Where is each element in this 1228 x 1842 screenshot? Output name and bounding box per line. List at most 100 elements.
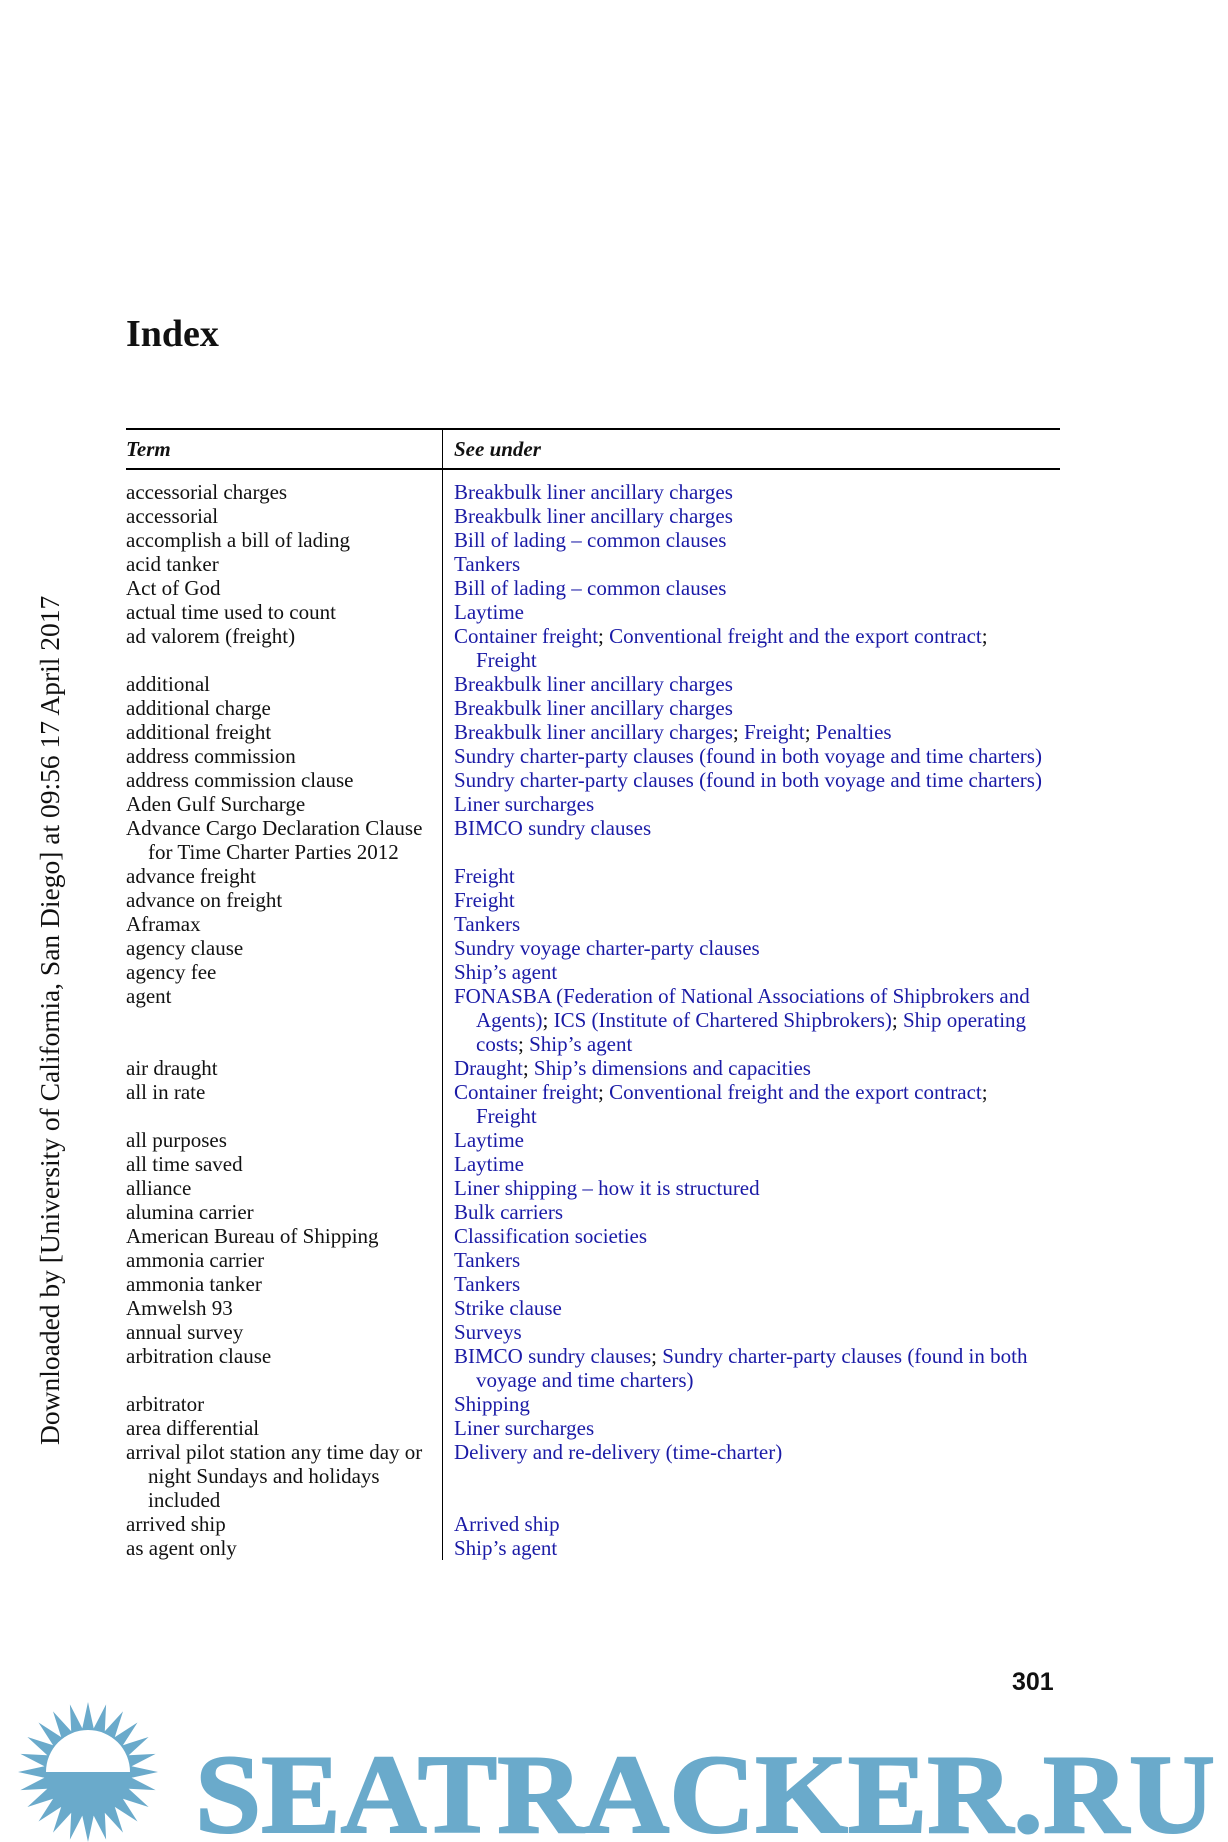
see-under-link[interactable]: Strike clause: [454, 1296, 562, 1320]
see-under-link[interactable]: Sundry charter-party clauses (found in b…: [476, 1344, 1028, 1392]
see-under-link[interactable]: Container freight: [454, 624, 599, 648]
see-under-link[interactable]: Ship’s agent: [529, 1032, 633, 1056]
see-under-link[interactable]: Laytime: [454, 600, 524, 624]
table-row: ammonia tanker Tankers: [126, 1272, 1060, 1296]
table-row: address commission Sundry charter-party c…: [126, 744, 1060, 768]
see-under-link[interactable]: Liner shipping – how it is structured: [454, 1176, 760, 1200]
see-under: Liner shipping – how it is structured: [443, 1176, 1060, 1200]
table-row: Act of God Bill of lading – common clause…: [126, 576, 1060, 600]
table-row: all purposes Laytime: [126, 1128, 1060, 1152]
see-under-link[interactable]: Classification societies: [454, 1224, 648, 1248]
sun-icon: [18, 1702, 158, 1842]
see-under-link[interactable]: Freight: [454, 864, 515, 888]
see-under-link[interactable]: FONASBA (Federation of National Associat…: [454, 984, 1030, 1032]
term: ammonia tanker: [126, 1272, 262, 1296]
see-under-link[interactable]: Liner surcharges: [454, 1416, 595, 1440]
term: agency fee: [126, 960, 217, 984]
table-row: alliance Liner shipping – how it is struc…: [126, 1176, 1060, 1200]
see-under: Arrived ship: [443, 1512, 1060, 1536]
table-row: Amwelsh 93 Strike clause: [126, 1296, 1060, 1320]
see-under-link[interactable]: BIMCO sundry clauses: [454, 816, 652, 840]
term: agent: [126, 984, 172, 1008]
table-body: accessorial charges Breakbulk liner ancil…: [126, 470, 1060, 1560]
see-under-link[interactable]: Freight: [744, 720, 805, 744]
see-under-link[interactable]: Ship’s dimensions and capacities: [533, 1056, 811, 1080]
see-under-link[interactable]: Tankers: [454, 552, 521, 576]
see-under-link[interactable]: Container freight: [454, 1080, 599, 1104]
page-title: Index: [126, 313, 219, 355]
see-under: Laytime: [443, 1152, 1060, 1176]
term: all purposes: [126, 1128, 227, 1152]
see-under-link[interactable]: Tankers: [454, 912, 521, 936]
term: all in rate: [126, 1080, 206, 1104]
see-under-link[interactable]: Freight: [476, 648, 537, 672]
term: accomplish a bill of lading: [126, 528, 350, 552]
see-under-link[interactable]: Shipping: [454, 1392, 530, 1416]
see-under-link[interactable]: Tankers: [454, 1248, 521, 1272]
see-under-link[interactable]: Breakbulk liner ancillary charges: [454, 696, 733, 720]
see-under-link[interactable]: Liner surcharges: [454, 792, 595, 816]
see-under-link[interactable]: Sundry charter-party clauses (found in b…: [454, 768, 1042, 792]
see-under-link[interactable]: ICS (Institute of Chartered Shipbrokers): [553, 1008, 892, 1032]
table-row: Aframax Tankers: [126, 912, 1060, 936]
see-under-link[interactable]: Breakbulk liner ancillary charges: [454, 720, 733, 744]
see-under-link[interactable]: Breakbulk liner ancillary charges: [454, 672, 733, 696]
table-row: air draught Draught; Ship’s dimensions an…: [126, 1056, 1060, 1080]
see-under: Ship’s agent: [443, 960, 1060, 984]
term: additional freight: [126, 720, 272, 744]
term: all time saved: [126, 1152, 243, 1176]
term: Aframax: [126, 912, 201, 936]
see-under-link[interactable]: Arrived ship: [454, 1512, 560, 1536]
see-under-link[interactable]: Bill of lading – common clauses: [454, 576, 727, 600]
table-row: arbitrator Shipping: [126, 1392, 1060, 1416]
see-under-link[interactable]: Conventional freight and the export cont…: [609, 1080, 982, 1104]
term: Act of God: [126, 576, 221, 600]
see-under-link[interactable]: Surveys: [454, 1320, 522, 1344]
see-under-link[interactable]: Penalties: [815, 720, 892, 744]
see-under: Tankers: [443, 1248, 1060, 1272]
see-under-link[interactable]: Sundry voyage charter-party clauses: [454, 936, 760, 960]
see-under-link[interactable]: Laytime: [454, 1152, 524, 1176]
see-under-link[interactable]: BIMCO sundry clauses: [454, 1344, 652, 1368]
term: additional charge: [126, 696, 271, 720]
see-under: Laytime: [443, 600, 1060, 624]
see-under: Shipping: [443, 1392, 1060, 1416]
term: annual survey: [126, 1320, 244, 1344]
see-under: Container freight; Conventional freight …: [454, 624, 988, 672]
see-under-link[interactable]: Bulk carriers: [454, 1200, 564, 1224]
header-see-under: See under: [454, 436, 541, 461]
table-row: Advance Cargo Declaration Clause for Tim…: [126, 816, 1060, 864]
see-under-link[interactable]: Ship’s agent: [454, 1536, 558, 1560]
see-under-link[interactable]: Breakbulk liner ancillary charges: [454, 480, 733, 504]
table-row: arbitration clause BIMCO sundry clauses; …: [126, 1344, 1060, 1392]
see-under: Breakbulk liner ancillary charges: [443, 672, 1060, 696]
see-under: BIMCO sundry clauses; Sundry charter-par…: [454, 1344, 1028, 1392]
see-under-link[interactable]: Bill of lading – common clauses: [454, 528, 727, 552]
term: actual time used to count: [126, 600, 336, 624]
term: arbitrator: [126, 1392, 205, 1416]
see-under-link[interactable]: Tankers: [454, 1272, 521, 1296]
see-under: Freight: [443, 864, 1060, 888]
table-row: actual time used to count Laytime: [126, 600, 1060, 624]
see-under: Liner surcharges: [443, 1416, 1060, 1440]
see-under: Sundry charter-party clauses (found in b…: [443, 744, 1060, 768]
see-under-link[interactable]: Conventional freight and the export cont…: [609, 624, 982, 648]
see-under-link[interactable]: Draught: [454, 1056, 523, 1080]
table-row: address commission clause Sundry charter-…: [126, 768, 1060, 792]
see-under-link[interactable]: Breakbulk liner ancillary charges: [454, 504, 733, 528]
table-row: accessorial charges Breakbulk liner ancil…: [126, 480, 1060, 504]
see-under: Bulk carriers: [443, 1200, 1060, 1224]
see-under-link[interactable]: Sundry charter-party clauses (found in b…: [454, 744, 1042, 768]
see-under-link[interactable]: Laytime: [454, 1128, 524, 1152]
see-under-link[interactable]: Delivery and re-delivery (time-charter): [454, 1440, 783, 1464]
see-under-link[interactable]: Ship operating costs: [476, 1008, 1027, 1056]
table-row: accessorial Breakbulk liner ancillary cha…: [126, 504, 1060, 528]
see-under-link[interactable]: Ship’s agent: [454, 960, 558, 984]
table-row: additional charge Breakbulk liner ancilla…: [126, 696, 1060, 720]
see-under: BIMCO sundry clauses: [443, 816, 1060, 864]
term: as agent only: [126, 1536, 237, 1560]
see-under-link[interactable]: Freight: [454, 888, 515, 912]
see-under: Bill of lading – common clauses: [443, 576, 1060, 600]
see-under-link[interactable]: Freight: [476, 1104, 537, 1128]
term: Advance Cargo Declaration Clause for Tim…: [126, 816, 423, 864]
